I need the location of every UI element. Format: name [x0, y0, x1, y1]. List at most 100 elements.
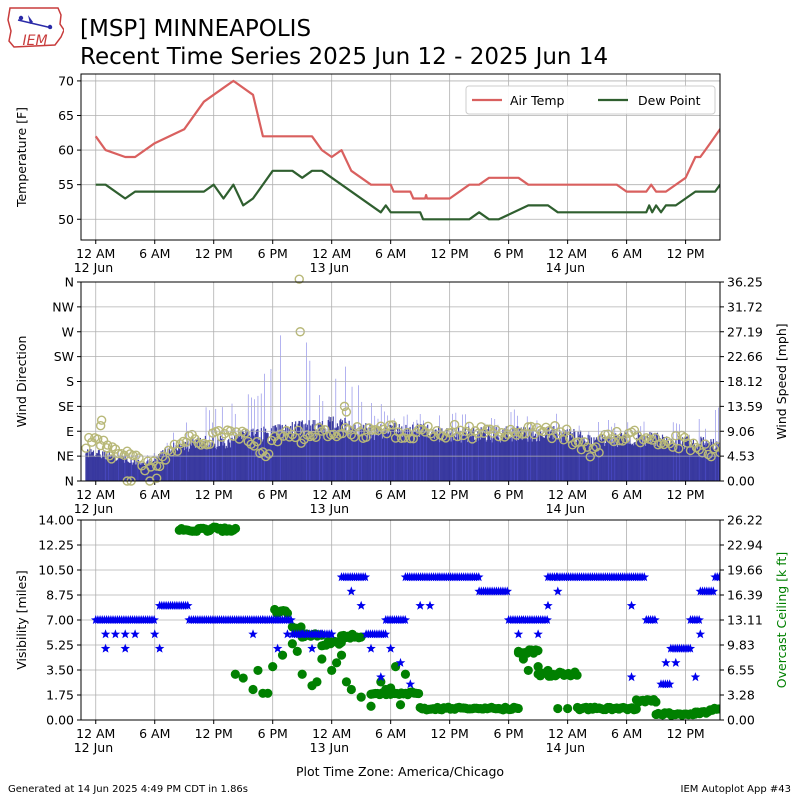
- wind-direction-point: [700, 439, 710, 449]
- y2-tick-label: 18.12: [727, 374, 763, 389]
- visibility-point: [664, 679, 675, 689]
- x-date-label: 12 Jun: [74, 740, 113, 755]
- x-date-label: 13 Jun: [310, 260, 349, 275]
- x-tick-label: 12 PM: [431, 726, 469, 741]
- ceiling-point: [346, 684, 356, 695]
- ceiling-axis-label: Overcast Ceiling [k ft]: [774, 552, 789, 688]
- wind-direction-point: [384, 420, 395, 430]
- wind-direction-point: [550, 421, 560, 431]
- legend-air-temp-label: Air Temp: [510, 93, 565, 108]
- wind-direction-point: [697, 448, 708, 458]
- wind-direction-point: [343, 424, 354, 435]
- wind-direction-point: [659, 439, 669, 450]
- wind-direction-point: [603, 429, 613, 439]
- title-range: Recent Time Series 2025 Jun 12 - 2025 Ju…: [80, 44, 609, 70]
- ceiling-point: [513, 646, 524, 656]
- wind-direction-point: [399, 433, 410, 443]
- wind-direction-point: [441, 433, 451, 443]
- ceiling-point: [317, 654, 327, 664]
- wind-direction-point: [464, 421, 475, 431]
- plot-frame: [80, 281, 721, 482]
- ceiling-point: [553, 703, 563, 714]
- y2-tick-label: 0.00: [727, 713, 755, 728]
- y-tick-label: 70: [58, 73, 74, 88]
- visibility-point: [695, 629, 706, 639]
- wind-direction-point: [131, 450, 141, 460]
- x-tick-label: 12 PM: [431, 487, 469, 502]
- wind-direction-point: [346, 430, 357, 440]
- wind-direction-point: [137, 461, 147, 471]
- wind-direction-point: [674, 443, 684, 454]
- visibility-point: [356, 600, 366, 610]
- visibility-point: [286, 615, 296, 624]
- wind-direction-point: [294, 274, 304, 284]
- wind-direction-point: [175, 439, 185, 449]
- ceiling-point: [523, 665, 533, 676]
- visibility-point: [626, 600, 637, 610]
- wind-direction-point: [81, 443, 91, 453]
- y2-tick-label: 22.94: [727, 538, 763, 553]
- wind-direction-point: [240, 428, 250, 438]
- ceiling-point: [230, 669, 240, 679]
- visibility-point: [297, 629, 307, 639]
- visibility-axis-label: Visibility [miles]: [14, 570, 29, 669]
- visibility-point: [415, 600, 425, 610]
- ceiling-point: [518, 654, 528, 664]
- wind-direction-point: [264, 449, 274, 459]
- visibility-point: [685, 643, 696, 653]
- x-tick-label: 6 AM: [611, 726, 642, 741]
- wind-direction-point: [582, 442, 592, 452]
- visibility-point: [307, 643, 317, 653]
- wind-marks: [81, 335, 720, 481]
- y-tick-label: SE: [58, 399, 74, 414]
- wind-direction-point: [455, 425, 466, 436]
- visibility-point: [100, 629, 111, 639]
- x-tick-label: 6 PM: [494, 246, 524, 261]
- ceiling-point: [631, 704, 641, 714]
- wind-direction-point: [585, 452, 595, 462]
- ceiling-point: [263, 688, 273, 698]
- wind-direction-point: [287, 429, 298, 440]
- legend-dew-point-label: Dew Point: [638, 93, 701, 108]
- logo-text: IEM: [22, 33, 47, 49]
- x-tick-label: 6 PM: [258, 726, 288, 741]
- visibility-point: [425, 600, 435, 610]
- wind-direction-point: [561, 424, 572, 434]
- x-tick-label: 12 AM: [312, 726, 351, 741]
- wind-direction-point: [594, 447, 604, 458]
- wind-direction-point: [205, 439, 215, 450]
- wind-direction-point: [326, 429, 336, 440]
- wind-direction-point: [113, 448, 124, 459]
- x-date-label: 14 Jun: [546, 260, 585, 275]
- y2-tick-label: 36.25: [727, 275, 763, 290]
- y2-tick-label: 19.66: [727, 563, 763, 578]
- ceiling-point: [277, 650, 288, 660]
- ceiling-point: [651, 697, 661, 707]
- y2-tick-label: 31.72: [727, 299, 763, 314]
- wind-direction-point: [122, 446, 132, 456]
- visibility-point: [716, 575, 720, 582]
- ceiling-point: [268, 662, 278, 672]
- wind-direction-point: [269, 431, 280, 442]
- wind-direction-point: [573, 437, 584, 447]
- y-tick-label: 60: [58, 143, 74, 158]
- ceiling-point: [413, 688, 424, 699]
- y2-tick-label: 16.39: [727, 588, 763, 603]
- x-date-label: 13 Jun: [310, 740, 349, 755]
- ceiling-point: [390, 662, 401, 672]
- ceiling-point: [366, 701, 376, 711]
- visibility-point: [366, 643, 376, 653]
- visibility-point: [100, 643, 111, 653]
- app-note: IEM Autoplot App #43: [680, 784, 791, 795]
- wind-direction-point: [579, 437, 590, 447]
- visibility-point: [150, 629, 160, 639]
- ceiling-point: [282, 608, 293, 618]
- wind-direction-point: [591, 442, 601, 452]
- wind-direction-point: [157, 452, 168, 462]
- ceiling-point: [533, 662, 543, 672]
- ceiling-point: [400, 669, 411, 679]
- visibility-point: [542, 615, 552, 624]
- visibility-point: [149, 615, 159, 624]
- wind-direction-point: [718, 445, 720, 454]
- wind-direction-point: [523, 422, 533, 432]
